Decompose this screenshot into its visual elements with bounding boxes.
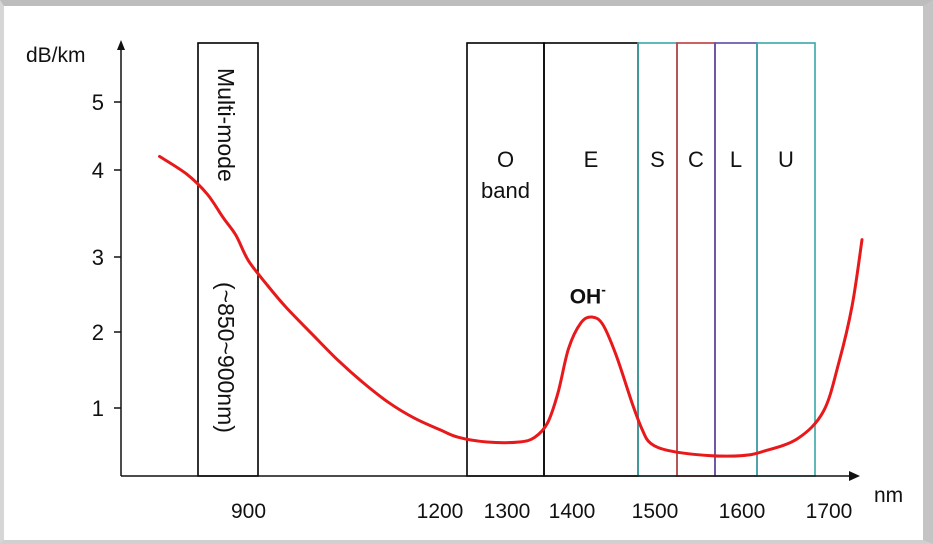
- x-axis-label: nm: [874, 484, 903, 507]
- band-label: O: [497, 147, 514, 172]
- band-o: [466, 42, 545, 477]
- band-label: L: [730, 147, 742, 172]
- attenuation-line: [158, 154, 864, 458]
- x-tick-label: 900: [231, 500, 266, 523]
- attenuation-curve: [158, 154, 864, 458]
- band-label: C: [688, 147, 704, 172]
- band-u: [756, 42, 816, 477]
- band-e: [543, 42, 639, 477]
- x-tick-label: 1500: [632, 500, 679, 523]
- x-axis-arrow: [849, 471, 860, 481]
- band-sublabel: band: [481, 178, 530, 203]
- x-tick-label: 1400: [549, 500, 596, 523]
- band-l: [714, 42, 758, 477]
- y-axis-label: dB/km: [26, 44, 86, 67]
- oh-superscript: -: [601, 282, 606, 298]
- x-tick-label: 1300: [484, 500, 531, 523]
- band-label: E: [584, 147, 599, 172]
- y-tick-label: 1: [92, 396, 104, 421]
- y-tick-label: 5: [92, 90, 104, 115]
- y-tick-label: 2: [92, 320, 104, 345]
- axes: dB/km nm: [26, 40, 903, 507]
- oh-annotation: OH-: [570, 282, 607, 309]
- band-label: U: [778, 147, 794, 172]
- band-sublabel: (~850~900nm): [213, 282, 239, 433]
- band-label: Multi-mode: [213, 68, 239, 182]
- band-s: [637, 42, 678, 477]
- y-tick-label: 4: [92, 158, 104, 183]
- y-axis-arrow: [117, 40, 125, 50]
- band-c: [676, 42, 716, 477]
- annotations: OH-: [570, 282, 607, 309]
- x-tick-label: 1600: [719, 500, 766, 523]
- x-tick-label: 1200: [417, 500, 464, 523]
- y-tick-label: 3: [92, 245, 104, 270]
- x-tick-label: 1700: [806, 500, 853, 523]
- band-label: S: [650, 147, 665, 172]
- ticks: 1 2 3 4 5 900 1200 1300 1400 1500 1600 1700: [92, 90, 853, 523]
